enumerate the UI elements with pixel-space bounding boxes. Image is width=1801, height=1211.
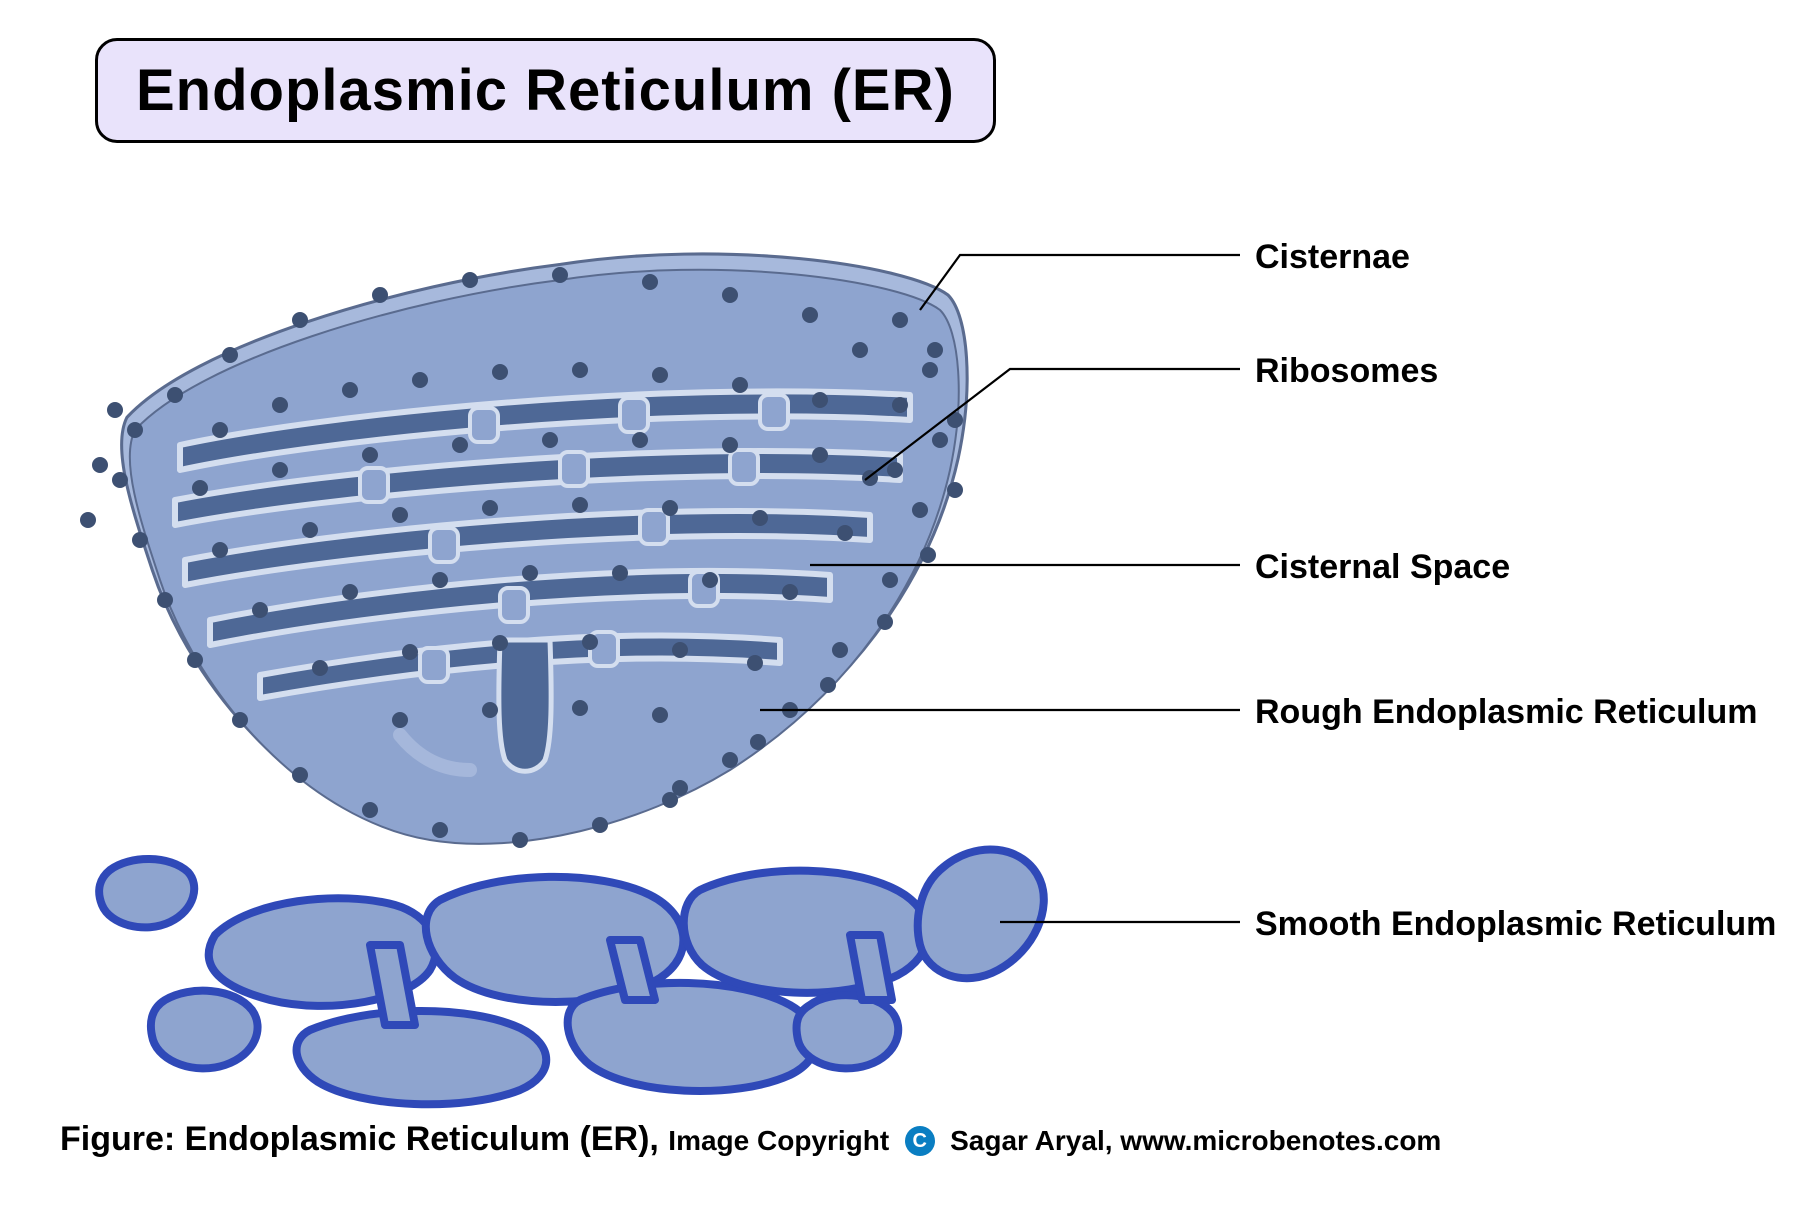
diagram-label: Cisternal Space [1255, 548, 1510, 587]
figure-caption: Figure: Endoplasmic Reticulum (ER), Imag… [60, 1120, 1441, 1159]
diagram-label: Smooth Endoplasmic Reticulum [1255, 905, 1776, 944]
caption-sub-pre: Image Copyright [668, 1125, 889, 1156]
page-root: Endoplasmic Reticulum (ER) CisternaeRibo… [0, 0, 1801, 1211]
caption-strong: Figure: Endoplasmic Reticulum (ER), [60, 1120, 659, 1158]
diagram-label: Cisternae [1255, 238, 1410, 277]
copyright-badge-icon: C [905, 1126, 935, 1156]
diagram-label: Rough Endoplasmic Reticulum [1255, 693, 1757, 732]
caption-sub-post: Sagar Aryal, www.microbenotes.com [950, 1125, 1441, 1156]
er-diagram [0, 0, 1801, 1211]
diagram-label: Ribosomes [1255, 352, 1438, 391]
